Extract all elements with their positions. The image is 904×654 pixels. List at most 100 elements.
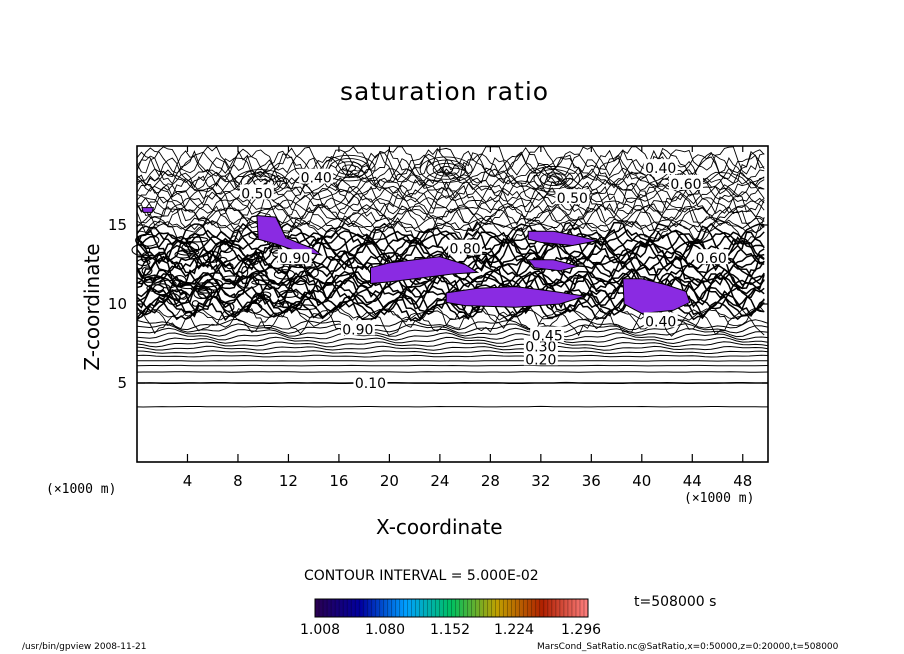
contour-blob xyxy=(140,254,150,263)
contour-blob xyxy=(253,251,264,260)
contour-blob xyxy=(257,270,268,277)
colorbar-tick-4: 1.296 xyxy=(561,622,602,638)
contour-interval: CONTOUR INTERVAL = 5.000E-02 xyxy=(304,568,539,584)
contour-label: 0.40 xyxy=(645,314,676,330)
contour-line xyxy=(136,354,769,358)
supersaturated-region xyxy=(527,259,579,272)
x-tick-label: 36 xyxy=(582,472,601,490)
contour-blob xyxy=(191,300,200,307)
contour-label-bg xyxy=(239,184,274,200)
footer-right: MarsCond_SatRatio.nc@SatRatio,x=0:50000,… xyxy=(537,642,839,652)
y-axis-label: Z-coordinate xyxy=(80,243,104,371)
x-tick-label: 40 xyxy=(632,472,651,490)
contour-label-bg xyxy=(353,374,388,389)
supersaturated-region xyxy=(256,214,324,256)
contour-blob xyxy=(179,291,188,300)
contour-label-bg xyxy=(299,168,334,184)
contour-ring xyxy=(533,169,574,190)
contour-blob xyxy=(279,300,292,309)
contour-line xyxy=(136,146,765,176)
contour-label: 0.30 xyxy=(525,340,556,356)
contour-blob xyxy=(292,304,318,311)
contour-line xyxy=(136,371,769,373)
supersaturated-regions xyxy=(141,207,691,315)
contour-blob xyxy=(256,292,264,302)
contour-blob xyxy=(195,282,219,288)
contour-blob xyxy=(223,302,235,312)
contour-line xyxy=(136,364,769,367)
footer-left: /usr/bin/gpview 2008-11-21 xyxy=(22,642,147,652)
contour-line xyxy=(136,332,769,341)
contour-ring xyxy=(342,164,356,172)
contour-line xyxy=(136,205,765,235)
y-tick-label: 10 xyxy=(108,295,127,313)
chart-title: saturation ratio xyxy=(340,77,550,106)
contour-blob xyxy=(131,244,151,256)
contour-ring xyxy=(335,161,363,175)
contour-line xyxy=(136,197,765,214)
contour-line xyxy=(136,405,768,408)
y-ticks: 5 10 15 xyxy=(108,216,768,392)
contour-label-bg xyxy=(643,159,678,175)
colorbar-stripes xyxy=(318,599,585,617)
time-label: t=508000 s xyxy=(634,594,717,610)
contour-label: 0.90 xyxy=(342,322,373,338)
contour-label: 0.45 xyxy=(532,329,563,345)
x-tick-label: 16 xyxy=(329,472,348,490)
contour-ring xyxy=(329,158,369,179)
contour-label: 0.90 xyxy=(279,251,310,267)
contour-line xyxy=(136,180,765,214)
supersaturated-region xyxy=(622,278,691,315)
contour-label: 0.60 xyxy=(670,177,701,193)
contour-label-bg xyxy=(555,189,590,205)
contour-blob xyxy=(152,283,172,296)
x-tick-label: 44 xyxy=(683,472,702,490)
contour-labels: 0.100.200.300.450.900.400.50 0.500.400.60… xyxy=(239,159,729,392)
x-tick-label: 24 xyxy=(430,472,449,490)
x-tick-label: 32 xyxy=(531,472,550,490)
contour-label-bg xyxy=(277,249,312,265)
supersaturated-region xyxy=(141,207,155,213)
contour-label-bg xyxy=(530,326,565,342)
contour-line xyxy=(136,345,769,351)
contour-line xyxy=(136,336,769,345)
contour-line xyxy=(137,381,768,385)
contour-ring xyxy=(540,172,567,187)
contour-line xyxy=(136,185,765,219)
supersaturated-region xyxy=(370,256,480,285)
contour-blob xyxy=(174,250,192,259)
contour-line xyxy=(136,327,769,338)
contour-line xyxy=(136,217,765,244)
contour-line xyxy=(136,202,765,222)
x-tick-label: 20 xyxy=(380,472,399,490)
contour-blob xyxy=(203,278,224,291)
contour-blob xyxy=(141,276,157,283)
contour-label-bg xyxy=(448,239,483,255)
x-tick-label: 4 xyxy=(183,472,193,490)
colorbar-tick-2: 1.152 xyxy=(430,622,471,638)
contour-label: 0.40 xyxy=(301,171,332,187)
contour-blob xyxy=(202,250,222,263)
contour-ring xyxy=(426,159,467,180)
contour-blob xyxy=(251,279,275,286)
contour-line xyxy=(136,341,769,348)
colorbar-tick-1: 1.080 xyxy=(365,622,406,638)
contour-label: 0.20 xyxy=(525,352,556,368)
contour-ring xyxy=(322,154,376,182)
x-axis-label: X-coordinate xyxy=(376,515,503,539)
y-tick-label: 15 xyxy=(108,216,127,234)
contour-label-bg xyxy=(643,312,678,328)
contour-blob xyxy=(292,275,308,286)
contour-blob xyxy=(197,288,215,294)
contour-line xyxy=(136,323,769,334)
contour-label: 0.60 xyxy=(696,251,727,267)
x-tick-label: 48 xyxy=(733,472,752,490)
contour-line xyxy=(136,202,765,230)
colorbar-tick-3: 1.224 xyxy=(494,622,535,638)
contour-label-bg xyxy=(523,350,558,366)
contour-blob xyxy=(171,279,184,287)
contour-blob xyxy=(221,275,243,282)
contour-blob xyxy=(185,236,209,243)
x-unit-left: (×1000 m) xyxy=(46,482,117,497)
